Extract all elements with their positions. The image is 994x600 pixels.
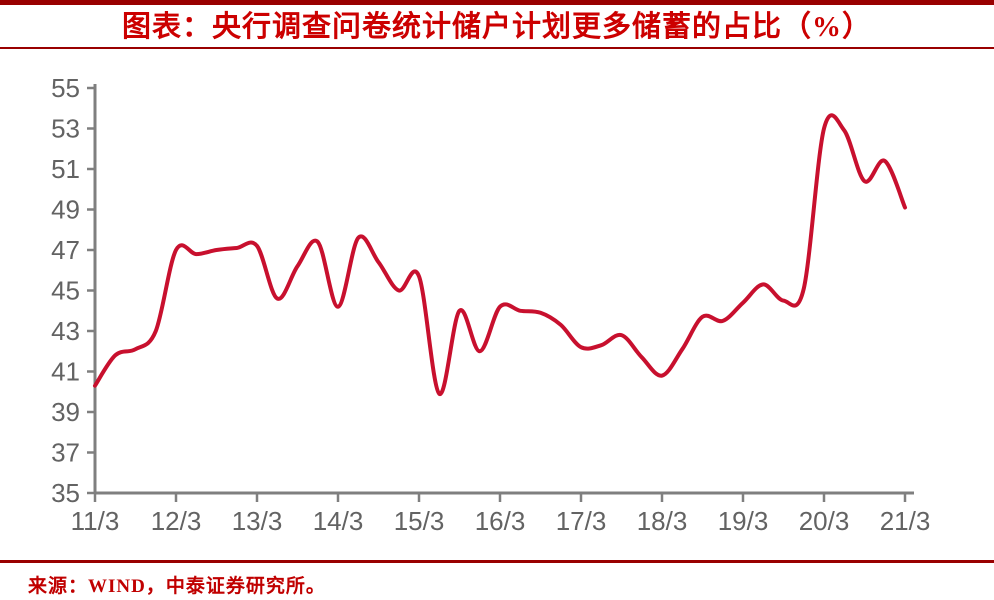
- x-tick-label: 14/3: [313, 506, 364, 536]
- y-tick-label: 53: [51, 114, 80, 144]
- source-note: 来源：WIND，中泰证券研究所。: [28, 576, 326, 597]
- x-tick-label: 13/3: [232, 506, 283, 536]
- y-tick-label: 39: [51, 397, 80, 427]
- x-tick-label: 18/3: [637, 506, 688, 536]
- x-tick-label: 21/3: [880, 506, 931, 536]
- x-tick-label: 17/3: [556, 506, 607, 536]
- y-tick-label: 43: [51, 316, 80, 346]
- x-tick-label: 20/3: [799, 506, 850, 536]
- title-divider-rule: [0, 47, 994, 49]
- y-tick-label: 51: [51, 154, 80, 184]
- x-tick-label: 11/3: [71, 506, 120, 536]
- x-tick-label: 16/3: [475, 506, 526, 536]
- footer-divider-rule: [0, 560, 994, 563]
- top-rule: [0, 0, 994, 5]
- y-tick-label: 45: [51, 276, 80, 306]
- y-tick-label: 49: [51, 195, 80, 225]
- y-tick-label: 35: [51, 478, 80, 508]
- chart-title: 图表：央行调查问卷统计储户计划更多储蓄的占比（%）: [121, 11, 872, 43]
- y-tick-label: 37: [51, 438, 80, 468]
- x-tick-label: 15/3: [394, 506, 445, 536]
- series-line: [93, 113, 907, 396]
- y-tick-label: 47: [51, 235, 80, 265]
- x-tick-label: 12/3: [151, 506, 202, 536]
- y-tick-label: 55: [51, 73, 80, 103]
- y-tick-label: 41: [51, 357, 80, 387]
- x-tick-label: 19/3: [718, 506, 769, 536]
